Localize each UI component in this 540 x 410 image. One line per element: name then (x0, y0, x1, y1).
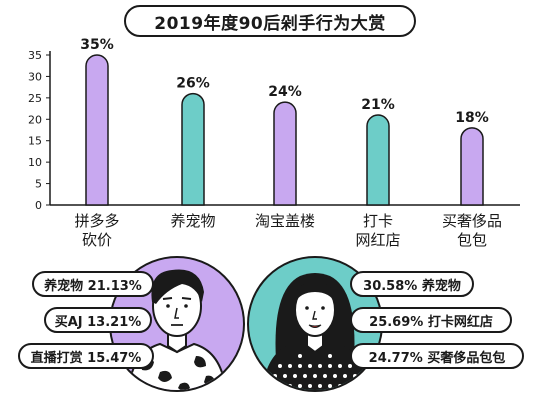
y-tick-label: 35 (28, 49, 42, 62)
bar-value-label: 35% (80, 37, 114, 53)
bar-value-label: 26% (176, 76, 210, 92)
chart-axes: 0 5 10 15 20 25 30 35 (28, 49, 520, 212)
y-tick-label: 20 (28, 113, 42, 126)
female-label-influencer-shop: 25.69% 打卡网红店 (350, 307, 512, 333)
category-label: 包包 (457, 231, 487, 249)
y-tick-label: 0 (35, 199, 42, 212)
male-label-aj: 买AJ 13.21% (44, 307, 152, 333)
male-label-pet: 养宠物 21.13% (32, 271, 154, 297)
chart-title: 2019年度90后剁手行为大赏 (124, 5, 416, 37)
bar-value-label: 24% (268, 84, 302, 100)
y-tick-label: 15 (28, 135, 42, 148)
bar (181, 92, 205, 206)
bar (273, 101, 297, 206)
category-label: 砍价 (82, 231, 112, 249)
category-label: 网红店 (355, 231, 400, 249)
woman-avatar-icon (247, 256, 383, 392)
male-label-livestream: 直播打赏 15.47% (18, 343, 154, 369)
female-label-pet: 30.58% 养宠物 (350, 271, 474, 297)
bar (366, 114, 390, 206)
category-label: 淘宝盖楼 (255, 212, 315, 230)
y-tick-label: 10 (28, 156, 42, 169)
category-label: 拼多多 (74, 212, 119, 230)
bar-value-label: 21% (361, 97, 395, 113)
category-label: 买奢侈品 (442, 212, 502, 230)
female-label-luxury-bags: 24.77% 买奢侈品包包 (350, 343, 524, 369)
bar (85, 54, 109, 206)
y-tick-label: 25 (28, 92, 42, 105)
y-tick-label: 30 (28, 70, 42, 83)
bar-value-label: 18% (455, 110, 489, 126)
bar (460, 127, 484, 206)
category-label: 打卡 (363, 212, 393, 230)
y-tick-label: 5 (35, 178, 42, 191)
chart-bars (85, 54, 484, 206)
category-label: 养宠物 (170, 212, 215, 230)
